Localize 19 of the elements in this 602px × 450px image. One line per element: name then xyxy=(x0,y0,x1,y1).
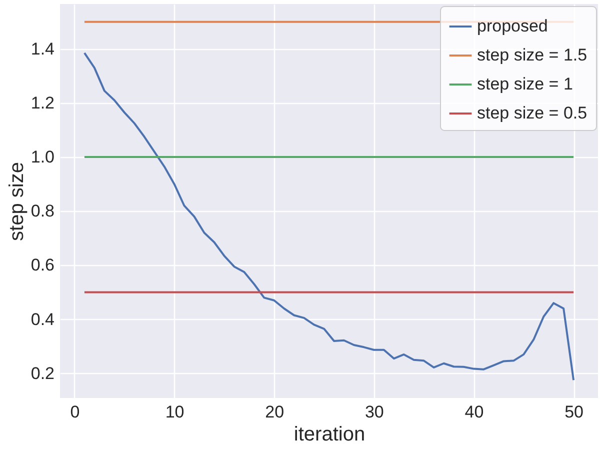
x-tick-label: 30 xyxy=(364,402,384,422)
x-tick-label: 50 xyxy=(564,402,584,422)
x-tick-label: 40 xyxy=(464,402,484,422)
y-tick-label: 0.4 xyxy=(30,310,54,329)
y-tick-label: 1.0 xyxy=(30,148,54,167)
y-tick-label: 0.6 xyxy=(30,256,54,275)
y-axis-title: step size xyxy=(6,162,28,241)
x-axis-title: iteration xyxy=(294,424,366,446)
y-tick-label: 1.2 xyxy=(30,93,54,112)
legend-label: step size = 0.5 xyxy=(477,104,588,122)
legend-label: step size = 1.5 xyxy=(477,46,588,64)
y-tick-label: 0.8 xyxy=(30,202,54,221)
x-tick-label: 0 xyxy=(70,402,80,422)
y-tick-label: 1.4 xyxy=(30,39,54,58)
legend-label: step size = 1 xyxy=(477,74,573,94)
y-tick-label: 0.2 xyxy=(30,364,54,383)
legend-label: proposed xyxy=(477,16,548,36)
x-tick-label: 10 xyxy=(165,402,184,422)
x-tick-label: 20 xyxy=(265,402,284,422)
